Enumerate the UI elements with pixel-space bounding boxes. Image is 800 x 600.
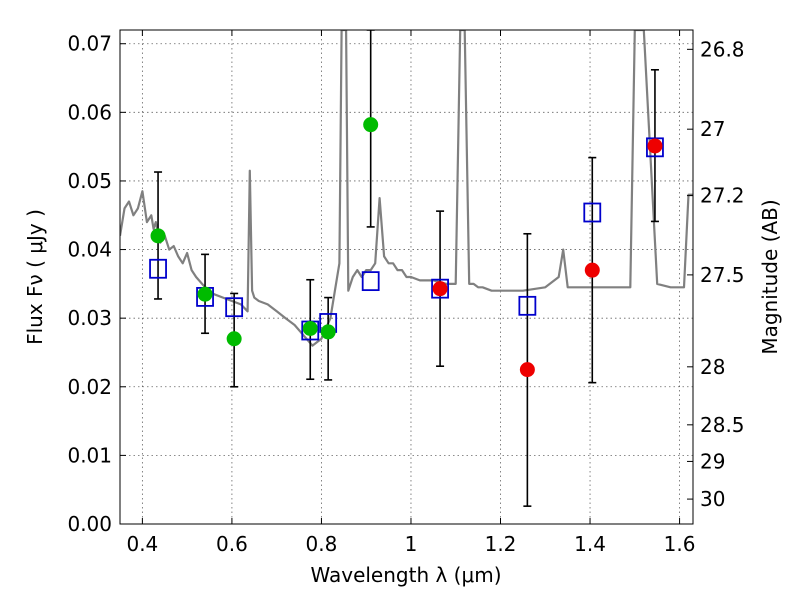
observed-optical-point [226,331,242,347]
y-tick-label: 0.05 [67,169,112,193]
y-tick-label: 0.04 [67,238,112,262]
model-point [149,258,167,279]
observed-optical-point [302,320,318,336]
x-tick-label: 1.6 [664,532,696,556]
observed-infrared-point [647,138,663,154]
model-point [583,202,602,223]
axis-ticks: 0.4 0.6 0.8 1 1.2 1.4 1.6 0.00 0.01 0.02 0.03 0.04 0… [67,30,745,556]
y2-tick-label: 30 [700,487,725,511]
y-axis-title: Flux Fν ( μJy ) [23,209,47,345]
y2-tick-label: 27.5 [700,263,745,287]
model-point [225,297,244,318]
x-tick-label: 0.4 [126,532,158,556]
x-tick-label: 1 [405,532,418,556]
x-tick-label: 1.4 [574,532,606,556]
y-tick-label: 0.00 [67,512,112,536]
plot-frame [119,29,694,525]
y2-tick-label: 26.8 [700,37,745,61]
y-tick-label: 0.01 [67,443,112,467]
observed-infrared-point [432,281,448,297]
observed-optical-point [197,286,213,302]
observed-optical-point [150,228,166,244]
y2-tick-label: 28 [700,355,725,379]
x-tick-label: 0.6 [216,532,248,556]
y2-tick-label: 29 [700,449,725,473]
y2-tick-label: 27 [700,117,725,141]
x-tick-label: 0.8 [306,532,338,556]
model-point [646,137,664,158]
observed-optical-point [363,117,379,133]
observed-infrared-point [584,262,600,278]
y2-axis-title: Magnitude (AB) [758,199,782,354]
observed-flux-markers [150,117,663,378]
y-tick-label: 0.06 [67,100,112,124]
y-tick-label: 0.03 [67,306,112,330]
y2-tick-label: 27.2 [700,184,745,208]
model-point [518,295,537,316]
model-spectrum-line [120,30,693,347]
observed-infrared-point [519,362,535,378]
model-spectrum-path [120,30,693,347]
grid [120,30,693,525]
error-bars [154,30,659,507]
model-point [431,278,449,299]
model-point [361,271,380,292]
y-tick-label: 0.02 [67,375,112,399]
observed-optical-point [320,324,336,340]
y2-tick-label: 28.5 [700,413,745,437]
x-axis-title: Wavelength λ (μm) [310,563,501,587]
y-tick-label: 0.07 [67,32,112,56]
model-photometry-markers [149,137,664,341]
x-tick-label: 1.2 [485,532,517,556]
